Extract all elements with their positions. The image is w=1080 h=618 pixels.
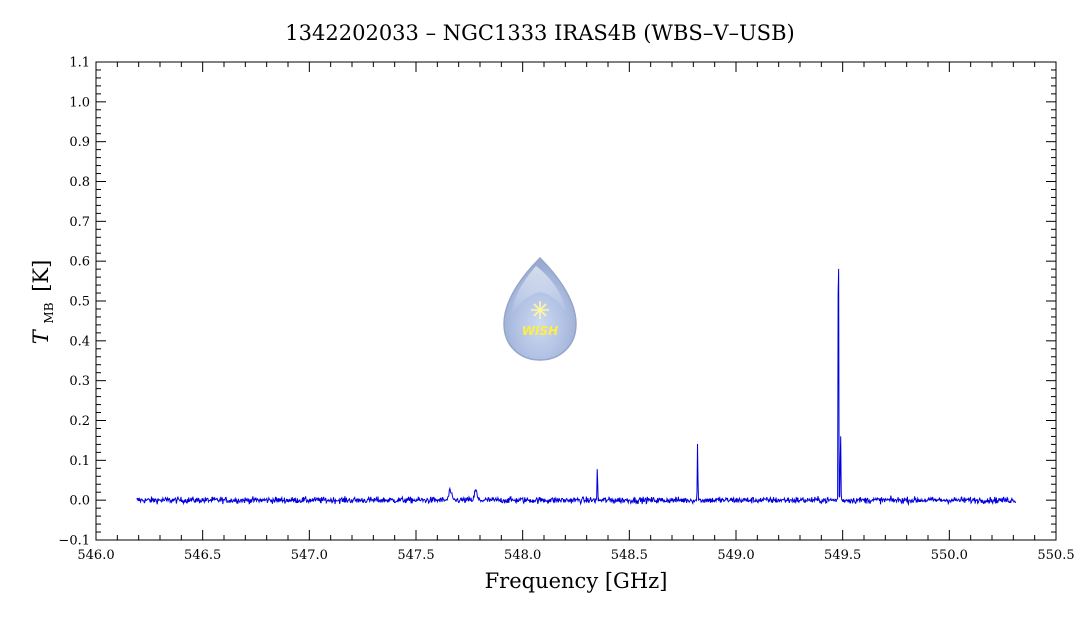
x-tick-label: 550.5 [1037, 548, 1074, 563]
y-tick-label: 0.4 [69, 334, 90, 349]
logo-text: WISH [522, 324, 558, 338]
x-axis-ticks: 546.0 546.5 547.0 547.5 548.0 548.5 549.0 549.5… [77, 62, 1075, 563]
y-tick-label: 0.3 [69, 374, 90, 389]
x-tick-label: 549.0 [717, 548, 754, 563]
x-axis-title: Frequency [GHz] [485, 569, 668, 593]
x-tick-label: 548.0 [504, 548, 541, 563]
x-tick-label: 547.0 [291, 548, 328, 563]
y-tick-label: 0.9 [69, 135, 90, 150]
x-tick-label: 548.5 [611, 548, 648, 563]
y-axis-title: T MB [K] [29, 260, 58, 345]
x-tick-label: 546.0 [77, 548, 114, 563]
x-tick-label: 547.5 [397, 548, 434, 563]
x-tick-label: 549.5 [824, 548, 861, 563]
y-tick-label: 0.7 [69, 215, 90, 230]
chart-title: 1342202033 – NGC1333 IRAS4B (WBS–V–USB) [285, 21, 794, 45]
star-icon [531, 301, 549, 319]
spectrum-series-line [136, 268, 1016, 507]
y-tick-label: 0.8 [69, 175, 90, 190]
y-tick-label: 0.0 [69, 494, 90, 509]
y-tick-label: 0.2 [69, 414, 90, 429]
y-tick-label: 0.6 [69, 255, 90, 270]
y-axis-title-subscript: MB [42, 302, 56, 323]
x-tick-label: 546.5 [184, 548, 221, 563]
plot-frame [95, 61, 1057, 541]
y-tick-label: 1.1 [69, 56, 90, 71]
y-tick-label: 1.0 [69, 95, 90, 110]
y-axis-ticks: −0.1 0.0 0.1 0.2 0.3 0.4 0.5 0.6 0.7 0.8 0.9 1.0 1.1 [58, 56, 1056, 549]
y-axis-title-symbol: T [29, 328, 53, 344]
y-tick-label: 0.1 [69, 454, 90, 469]
wish-logo: WISH [503, 256, 577, 361]
x-tick-label: 550.0 [931, 548, 968, 563]
y-tick-label: −0.1 [58, 534, 90, 549]
y-tick-label: 0.5 [69, 295, 90, 310]
y-axis-title-unit: [K] [29, 260, 53, 292]
svg-text:T MB [K]: T MB [K] [29, 260, 58, 345]
